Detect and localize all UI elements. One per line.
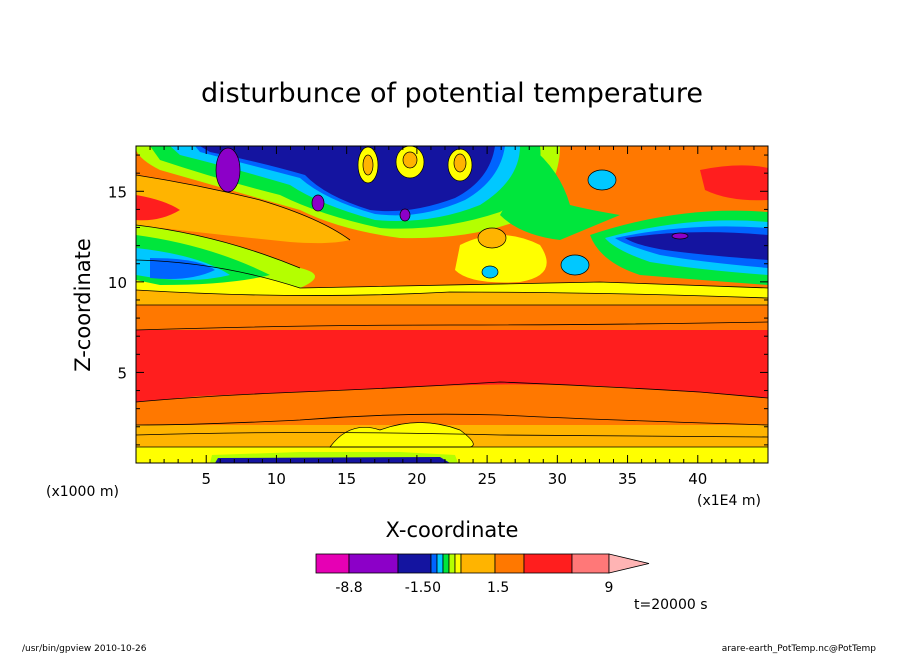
colorbar-segment — [523, 553, 573, 574]
colorbar — [315, 553, 650, 574]
colorbar-segment — [460, 553, 496, 574]
x-tick-label: 10 — [267, 470, 286, 488]
x-ticks: 5 10 15 20 25 30 35 40 — [149, 146, 755, 488]
colorbar-segment — [397, 553, 432, 574]
colorbar-tick-labels: -8.8 -1.50 1.5 9 — [335, 580, 613, 596]
x-unit-left: (x1000 m) — [46, 484, 119, 500]
colorbar-segment — [494, 553, 525, 574]
y-ticks: 5 10 15 — [108, 154, 768, 446]
y-tick-label: 15 — [108, 183, 127, 201]
y-tick-label: 10 — [108, 274, 127, 292]
colorbar-tick-label: 9 — [605, 580, 614, 596]
plot-frame — [135, 145, 769, 464]
colorbar-segment — [442, 553, 450, 574]
colorbar-segment — [436, 553, 444, 574]
x-unit-right: (x1E4 m) — [697, 493, 761, 509]
x-tick-label: 5 — [201, 470, 211, 488]
colorbar-tick-label: 1.5 — [487, 580, 509, 596]
colorbar-segment — [448, 553, 456, 574]
colorbar-tick-label: -1.50 — [405, 580, 441, 596]
footer-left: /usr/bin/gpview 2010-10-26 — [22, 644, 147, 654]
colorbar-tick-label: -8.8 — [335, 580, 362, 596]
chart-title: disturbunce of potential temperature — [201, 78, 703, 109]
colorbar-segment — [348, 553, 399, 574]
colorbar-segment — [315, 553, 350, 574]
x-axis-label: X-coordinate — [386, 518, 519, 542]
x-tick-label: 40 — [688, 470, 707, 488]
y-axis-label: Z-coordinate — [71, 238, 95, 372]
x-tick-label: 20 — [407, 470, 426, 488]
x-tick-label: 35 — [618, 470, 637, 488]
colorbar-segment — [571, 553, 610, 574]
time-label: t=20000 s — [634, 597, 708, 613]
x-tick-label: 30 — [548, 470, 567, 488]
contour-field — [136, 146, 768, 463]
y-tick-label: 5 — [117, 364, 127, 382]
x-tick-label: 25 — [478, 470, 497, 488]
footer-right: arare-earth_PotTemp.nc@PotTemp — [722, 644, 877, 654]
colorbar-extend-arrow — [608, 553, 650, 574]
x-tick-label: 15 — [337, 470, 356, 488]
colorbar-segment — [454, 553, 462, 574]
colorbar-segment — [430, 553, 438, 574]
